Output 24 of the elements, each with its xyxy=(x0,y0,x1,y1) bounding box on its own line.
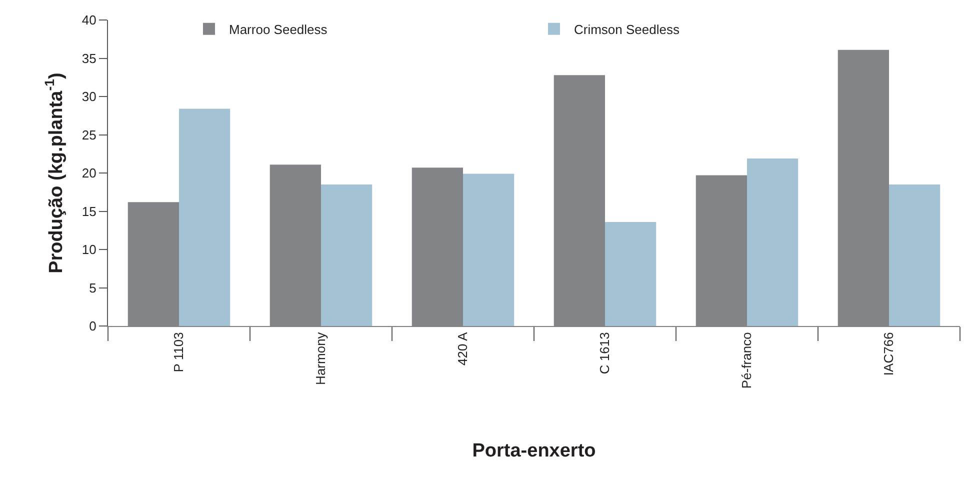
x-tick-label: Harmony xyxy=(313,332,328,385)
y-tick-label: 5 xyxy=(89,280,96,296)
x-tick-label: IAC766 xyxy=(881,332,896,376)
x-tick-label: P 1103 xyxy=(171,332,186,372)
x-tick-label: C 1613 xyxy=(597,332,612,374)
y-tick-label: 0 xyxy=(89,318,96,334)
y-tick-label: 25 xyxy=(82,127,96,142)
y-tick-label: 15 xyxy=(82,204,96,219)
y-tick-label: 30 xyxy=(82,89,96,104)
bar xyxy=(463,174,514,326)
bar xyxy=(179,108,230,326)
y-tick-label: 35 xyxy=(82,50,96,66)
bar xyxy=(321,184,372,326)
y-tick-label: 10 xyxy=(82,242,96,258)
y-tick-label: 20 xyxy=(82,166,96,181)
x-tick-label: Pé-franco xyxy=(739,332,754,389)
legend-label: Marroo Seedless xyxy=(229,22,328,37)
legend-label: Crimson Seedless xyxy=(574,22,680,37)
bar xyxy=(747,158,798,326)
bar xyxy=(889,184,940,326)
x-axis-title: Porta-enxerto xyxy=(472,440,596,462)
bar xyxy=(605,222,656,326)
y-tick-label: 40 xyxy=(82,12,96,28)
x-tick-label: 420 A xyxy=(455,332,470,366)
